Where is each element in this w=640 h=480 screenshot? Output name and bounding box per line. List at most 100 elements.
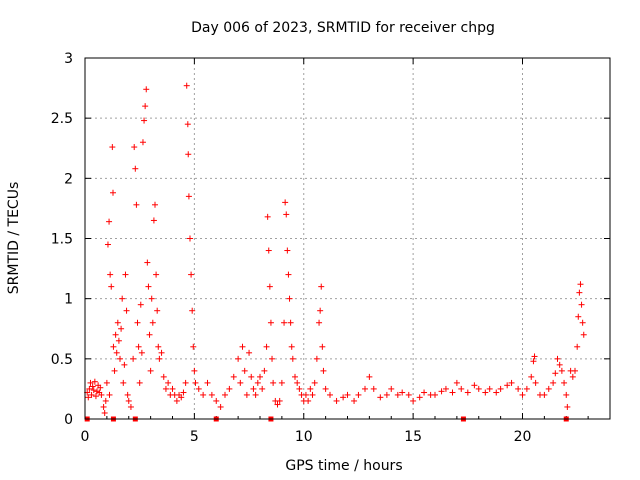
data-point: [102, 397, 109, 404]
data-point: [294, 379, 301, 386]
data-point: [254, 379, 261, 386]
data-point: [123, 307, 130, 314]
data-point: [122, 271, 129, 278]
data-point: [103, 379, 110, 386]
data-point: [158, 349, 165, 356]
data-point: [577, 281, 584, 288]
data-point: [147, 367, 154, 374]
data-point: [508, 379, 515, 386]
data-point: [142, 103, 149, 110]
data-point: [288, 343, 295, 350]
data-point: [185, 193, 192, 200]
data-point: [115, 337, 122, 344]
data-point: [131, 144, 138, 151]
x-tick-label: 20: [514, 429, 532, 445]
data-point: [464, 389, 471, 396]
data-point: [504, 382, 511, 389]
y-tick-label: 3: [64, 51, 73, 67]
x-tick-label: 15: [404, 429, 422, 445]
data-point: [316, 319, 323, 326]
data-point: [243, 391, 250, 398]
data-point: [134, 319, 141, 326]
data-point: [285, 271, 292, 278]
chart-title: Day 006 of 2023, SRMTID for receiver chp…: [191, 20, 495, 36]
data-point: [259, 385, 266, 392]
data-point: [132, 165, 139, 172]
data-point: [267, 319, 274, 326]
y-tick-label: 0.5: [51, 352, 73, 368]
data-point: [141, 117, 148, 124]
data-point: [108, 283, 115, 290]
x-tick-label: 10: [295, 429, 313, 445]
data-point: [113, 349, 120, 356]
data-point: [217, 403, 224, 410]
data-point: [104, 241, 111, 248]
data-point: [118, 325, 125, 332]
data-point: [530, 358, 537, 365]
data-point: [101, 409, 108, 416]
data-point: [449, 389, 456, 396]
data-point: [318, 283, 325, 290]
data-point: [519, 391, 526, 398]
data-point: [133, 201, 140, 208]
data-point: [317, 307, 324, 314]
x-axis-label: GPS time / hours: [285, 458, 402, 474]
data-point: [127, 403, 134, 410]
data-point: [482, 389, 489, 396]
data-point: [117, 355, 123, 362]
data-point: [264, 213, 271, 220]
data-point: [252, 391, 259, 398]
data-point: [552, 370, 559, 377]
data-point: [109, 144, 116, 151]
data-point: [370, 385, 377, 392]
data-point: [282, 199, 289, 206]
data-point: [269, 355, 276, 362]
data-point: [351, 397, 358, 404]
data-point: [124, 391, 131, 398]
data-point: [556, 361, 563, 368]
data-point: [558, 367, 565, 374]
data-point: [576, 289, 583, 296]
data-point: [178, 394, 185, 401]
data-point: [442, 385, 449, 392]
data-point: [399, 389, 406, 396]
data-point: [188, 271, 195, 278]
data-point: [438, 388, 445, 395]
y-axis-ticks: 0 0.5 1 1.5 2 2.5 3: [51, 51, 610, 428]
data-point: [143, 86, 150, 93]
data-point: [497, 385, 504, 392]
data-point: [296, 385, 303, 392]
data-point: [110, 343, 117, 350]
data-point: [572, 367, 578, 374]
data-point: [121, 361, 128, 368]
data-point: [432, 391, 438, 398]
data-point: [250, 385, 257, 392]
data-point: [235, 355, 242, 362]
plot-frame: [84, 57, 611, 420]
data-point: [453, 379, 460, 386]
data-point: [327, 391, 333, 398]
data-point: [579, 319, 586, 326]
data-point: [333, 397, 340, 404]
data-point: [85, 394, 92, 401]
data-point: [532, 379, 539, 386]
data-point: [575, 313, 582, 320]
data-point: [257, 373, 263, 380]
data-point: [248, 373, 255, 380]
data-point: [340, 394, 347, 401]
data-point: [111, 367, 118, 374]
data-point: [309, 391, 316, 398]
y-tick-label: 2: [64, 171, 73, 187]
data-point: [88, 391, 95, 398]
data-point: [213, 397, 220, 404]
data-point: [130, 355, 137, 362]
data-point: [98, 391, 105, 398]
data-point: [545, 385, 552, 392]
data-point: [311, 379, 318, 386]
data-point: [261, 367, 268, 374]
data-point: [237, 379, 244, 386]
data-point: [307, 385, 314, 392]
data-point: [139, 139, 146, 146]
data-point: [125, 397, 132, 404]
